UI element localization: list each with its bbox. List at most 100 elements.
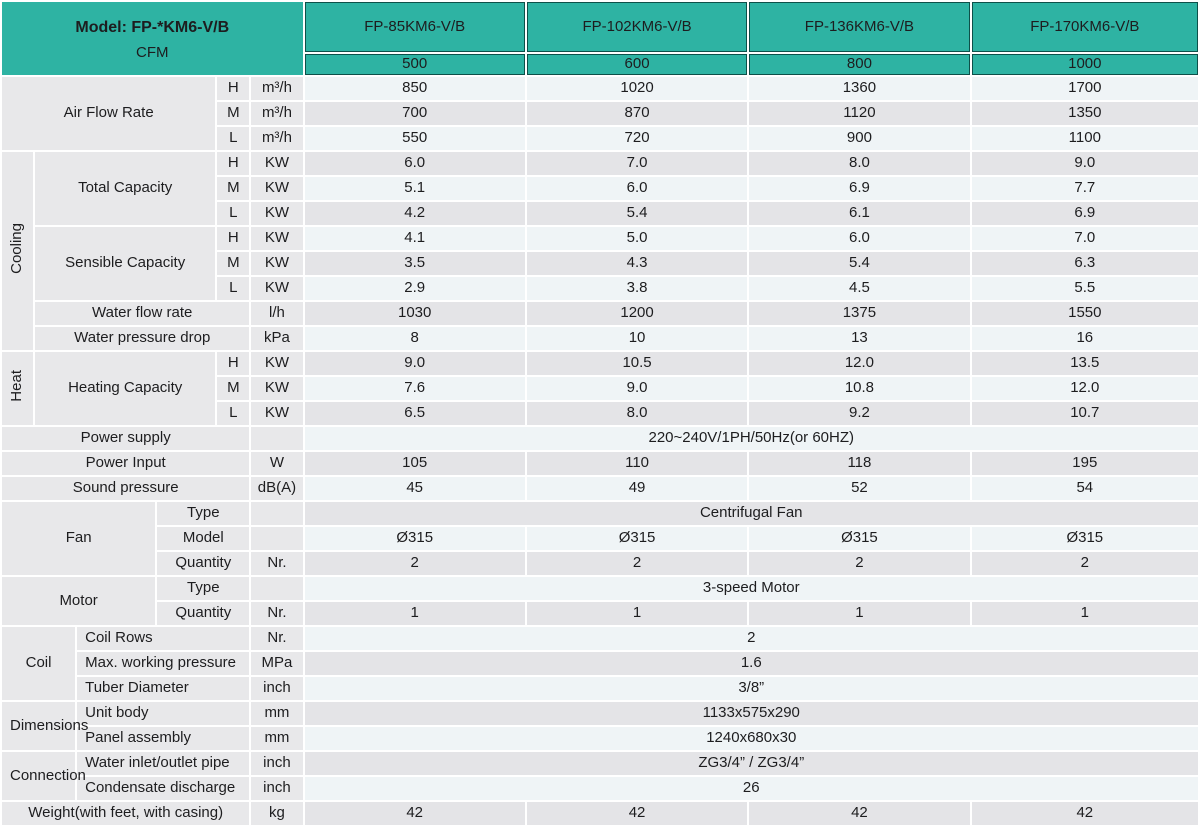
- value-cell: Ø315: [971, 527, 1198, 550]
- value-cell: 6.9: [749, 177, 970, 200]
- unit-cell: KW: [251, 177, 303, 200]
- value-cell: 12.0: [971, 377, 1198, 400]
- value-cell: 10: [526, 327, 748, 350]
- value-cell: 4.2: [304, 202, 525, 225]
- heat-section-label: Heat: [2, 352, 34, 425]
- value-cell: 9.2: [749, 402, 970, 425]
- value-cell: 6.5: [304, 402, 525, 425]
- heating-capacity-label: Heating Capacity: [35, 352, 216, 425]
- column-header-model-2: FP-102KM6-V/B: [526, 2, 748, 52]
- value-cell: 1700: [971, 77, 1198, 100]
- fan-type-label: Type: [157, 502, 250, 525]
- value-cell: 7.0: [971, 227, 1198, 250]
- value-cell: 5.5: [971, 277, 1198, 300]
- unit-body-label: Unit body: [77, 702, 250, 725]
- unit-cell: inch: [251, 752, 303, 775]
- airflow-label: Air Flow Rate: [2, 77, 216, 150]
- value-cell: 8.0: [526, 402, 748, 425]
- unit-cell-empty: [251, 577, 303, 600]
- value-cell: 1: [749, 602, 970, 625]
- coil-rows-label: Coil Rows: [77, 627, 250, 650]
- water-inlet-outlet-value: ZG3/4” / ZG3/4”: [304, 752, 1198, 775]
- cfm-value-4: 1000: [971, 54, 1198, 75]
- value-cell: 2.9: [304, 277, 525, 300]
- value-cell: 10.8: [749, 377, 970, 400]
- value-cell: 54: [971, 477, 1198, 500]
- value-cell: 10.7: [971, 402, 1198, 425]
- value-cell: 850: [304, 77, 525, 100]
- motor-section-label: Motor: [2, 577, 156, 625]
- cooling-section-label: Cooling: [2, 152, 34, 350]
- unit-cell-empty: [251, 527, 303, 550]
- value-cell: 2: [526, 552, 748, 575]
- value-cell: 1030: [304, 302, 525, 325]
- motor-type-value: 3-speed Motor: [304, 577, 1198, 600]
- value-cell: 49: [526, 477, 748, 500]
- model-series-title: Model: FP-*KM6-V/B: [75, 19, 230, 37]
- unit-cell: KW: [251, 252, 303, 275]
- unit-cell: Nr.: [251, 627, 303, 650]
- speed-l-label: L: [217, 127, 250, 150]
- motor-quantity-label: Quantity: [157, 602, 250, 625]
- unit-cell: W: [251, 452, 303, 475]
- value-cell: 1: [304, 602, 525, 625]
- value-cell: 6.3: [971, 252, 1198, 275]
- unit-cell: KW: [251, 202, 303, 225]
- unit-cell: m³/h: [251, 77, 303, 100]
- value-cell: 2: [971, 552, 1198, 575]
- fan-quantity-label: Quantity: [157, 552, 250, 575]
- speed-h-label: H: [217, 77, 250, 100]
- value-cell: 16: [971, 327, 1198, 350]
- value-cell: 1120: [749, 102, 970, 125]
- unit-cell: dB(A): [251, 477, 303, 500]
- speed-h-label: H: [217, 152, 250, 175]
- value-cell: Ø315: [749, 527, 970, 550]
- value-cell: 5.4: [526, 202, 748, 225]
- sensible-capacity-label: Sensible Capacity: [35, 227, 216, 300]
- value-cell: 6.1: [749, 202, 970, 225]
- value-cell: Ø315: [526, 527, 748, 550]
- condensate-discharge-value: 26: [304, 777, 1198, 800]
- unit-cell: inch: [251, 777, 303, 800]
- total-capacity-label: Total Capacity: [35, 152, 216, 225]
- coil-section-label: Coil: [2, 627, 76, 700]
- speed-h-label: H: [217, 227, 250, 250]
- value-cell: 118: [749, 452, 970, 475]
- speed-h-label: H: [217, 352, 250, 375]
- column-header-model-4: FP-170KM6-V/B: [971, 2, 1198, 52]
- power-supply-value: 220~240V/1PH/50Hz(or 60HZ): [304, 427, 1198, 450]
- unit-cell: m³/h: [251, 102, 303, 125]
- unit-cell: l/h: [251, 302, 303, 325]
- value-cell: 10.5: [526, 352, 748, 375]
- value-cell: 1: [971, 602, 1198, 625]
- sound-pressure-label: Sound pressure: [2, 477, 250, 500]
- unit-cell-empty: [251, 502, 303, 525]
- value-cell: 1350: [971, 102, 1198, 125]
- value-cell: 13.5: [971, 352, 1198, 375]
- max-working-pressure-label: Max. working pressure: [77, 652, 250, 675]
- condensate-discharge-label: Condensate discharge: [77, 777, 250, 800]
- unit-cell: kg: [251, 802, 303, 825]
- panel-assembly-value: 1240x680x30: [304, 727, 1198, 750]
- water-flow-rate-label: Water flow rate: [35, 302, 250, 325]
- tube-diameter-value: 3/8”: [304, 677, 1198, 700]
- speed-l-label: L: [217, 277, 250, 300]
- value-cell: 42: [749, 802, 970, 825]
- panel-assembly-label: Panel assembly: [77, 727, 250, 750]
- dimensions-section-label: Dimensions: [2, 702, 88, 750]
- value-cell: 7.0: [526, 152, 748, 175]
- unit-cell: kPa: [251, 327, 303, 350]
- value-cell: 550: [304, 127, 525, 150]
- value-cell: 110: [526, 452, 748, 475]
- coil-rows-value: 2: [304, 627, 1198, 650]
- value-cell: 4.5: [749, 277, 970, 300]
- speed-m-label: M: [217, 252, 250, 275]
- value-cell: 5.1: [304, 177, 525, 200]
- fan-section-label: Fan: [2, 502, 156, 575]
- value-cell: 6.0: [526, 177, 748, 200]
- cfm-value-2: 600: [526, 54, 748, 75]
- column-header-model-1: FP-85KM6-V/B: [304, 2, 525, 52]
- value-cell: 6.9: [971, 202, 1198, 225]
- speed-m-label: M: [217, 102, 250, 125]
